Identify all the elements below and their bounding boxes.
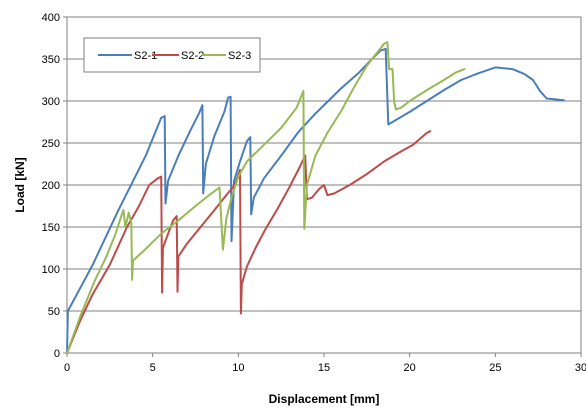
legend-label-s2-1: S2-1	[134, 50, 157, 62]
series-line-s2-3	[66, 41, 466, 354]
y-tick-label: 150	[42, 222, 60, 234]
x-tick-label: 25	[489, 362, 501, 374]
x-tick-label: 0	[64, 362, 70, 374]
y-tick-label: 200	[42, 180, 60, 192]
series-line-s2-2	[66, 130, 432, 354]
series-line-s2-1	[66, 47, 565, 354]
x-axis-title: Displacement [mm]	[269, 392, 380, 406]
y-axis-title: Load [kN]	[13, 157, 27, 212]
y-tick-label: 50	[48, 306, 60, 318]
y-tick-label: 100	[42, 264, 60, 276]
y-tick-label: 300	[42, 96, 60, 108]
series-layer	[66, 41, 565, 354]
legend: S2-1 S2-2 S2-3	[83, 37, 261, 73]
legend-label-s2-2: S2-2	[181, 50, 204, 62]
y-tick-label: 400	[42, 12, 60, 24]
axis-ticks	[63, 16, 582, 357]
x-tick-label: 10	[232, 362, 244, 374]
x-tick-label: 5	[150, 362, 156, 374]
x-tick-label: 20	[404, 362, 416, 374]
y-tick-label: 350	[42, 54, 60, 66]
y-tick-label: 250	[42, 138, 60, 150]
x-tick-label: 15	[318, 362, 330, 374]
tick-labels: 0 50 100 150 200 250 300 350 400 0 5 10 15 20 25 30	[42, 12, 586, 374]
x-tick-label: 30	[575, 362, 586, 374]
y-tick-label: 0	[54, 348, 60, 360]
legend-label-s2-3: S2-3	[228, 50, 251, 62]
